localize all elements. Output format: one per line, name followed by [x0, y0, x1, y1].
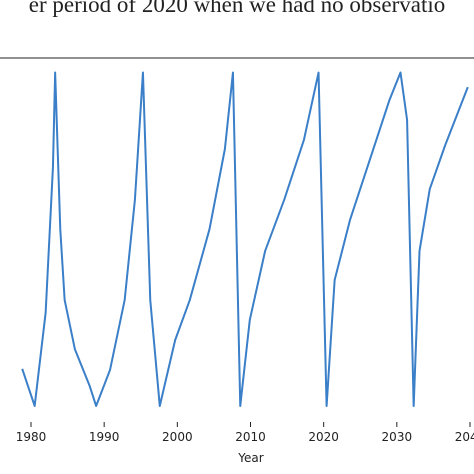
x-axis-label: Year: [237, 451, 263, 465]
caption: er period of 2020 when we had no observa…: [29, 0, 445, 17]
x-tick-label: 1980: [16, 430, 47, 444]
x-tick-label: 2030: [382, 430, 413, 444]
x-tick-label: 2020: [308, 430, 339, 444]
x-tick-label: 1990: [89, 430, 120, 444]
x-tick-label: 2000: [162, 430, 193, 444]
x-tick-label: 2040: [455, 430, 474, 444]
line-series: [21, 71, 469, 407]
x-tick-label: 2010: [235, 430, 266, 444]
